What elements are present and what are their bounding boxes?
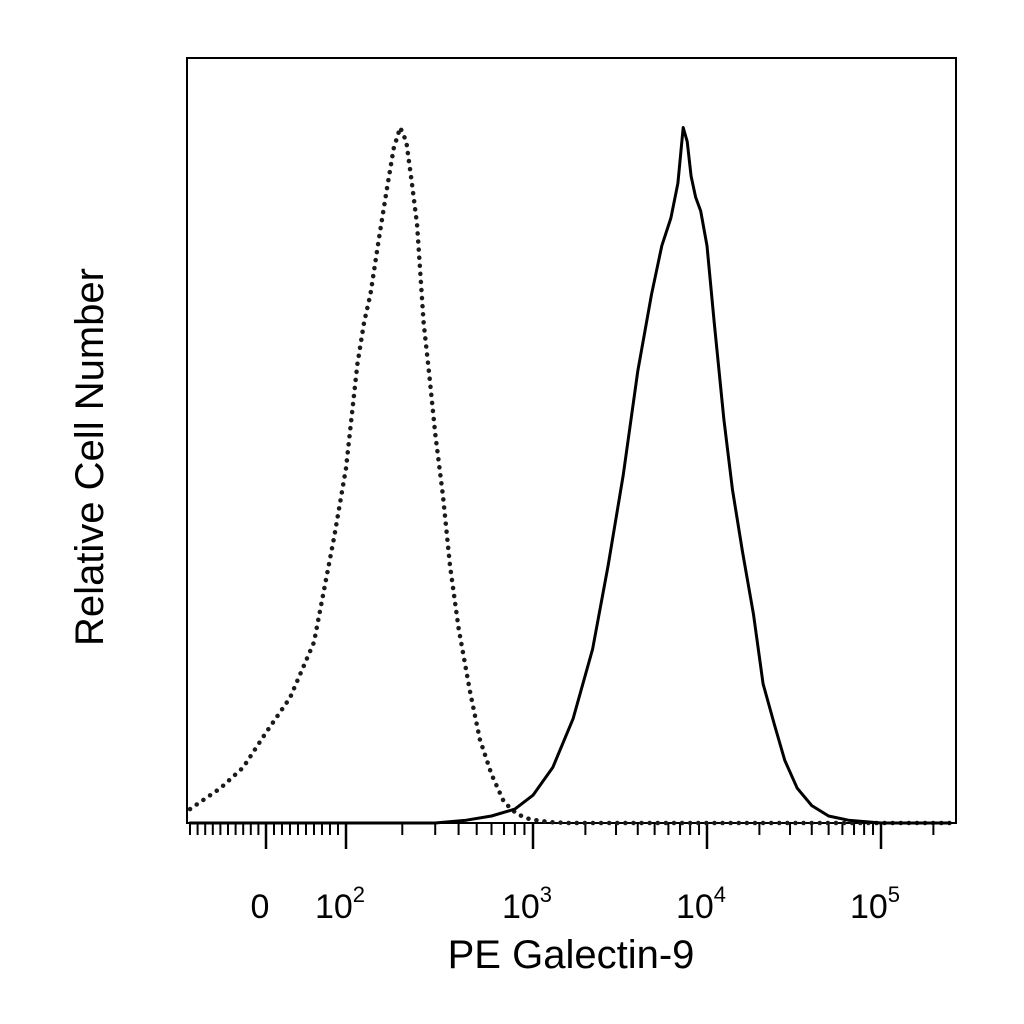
series-layer bbox=[187, 125, 953, 826]
x-tick-label: 103 bbox=[502, 882, 552, 926]
x-tick-labels: 0 102 103 104 105 bbox=[251, 882, 901, 926]
control-histogram-line bbox=[187, 125, 953, 826]
stained-histogram-line bbox=[188, 126, 952, 825]
x-minor-ticks bbox=[189, 823, 935, 835]
x-tick-label: 102 bbox=[315, 882, 365, 926]
plot-frame bbox=[186, 57, 957, 824]
x-tick-label: 0 bbox=[251, 888, 270, 926]
x-major-ticks bbox=[264, 823, 883, 849]
x-tick-label: 104 bbox=[676, 882, 726, 926]
y-axis-title: Relative Cell Number bbox=[68, 268, 112, 646]
x-tick-label: 105 bbox=[850, 882, 900, 926]
x-axis-title: PE Galectin-9 bbox=[448, 933, 695, 977]
